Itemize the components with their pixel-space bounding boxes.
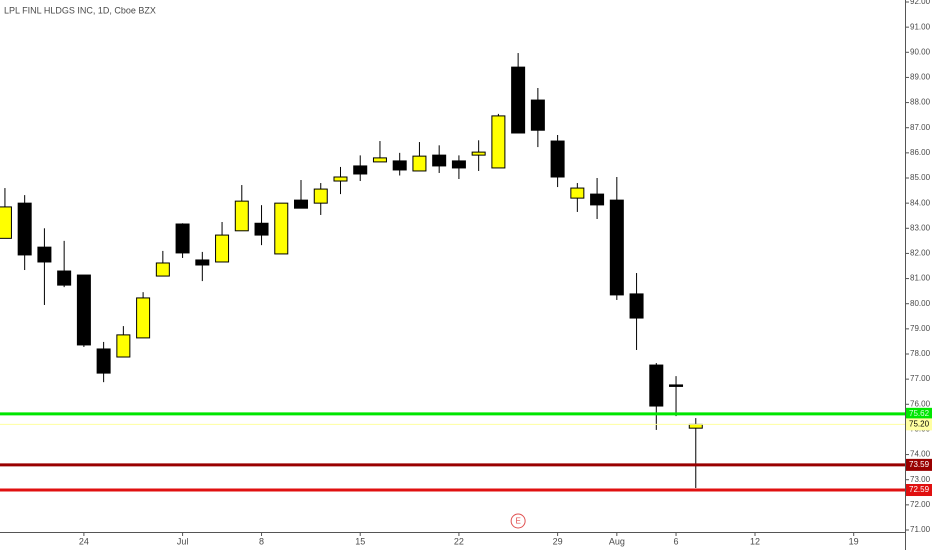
candle-body — [116, 334, 131, 358]
x-tick-label: 6 — [674, 536, 679, 546]
x-tick-label: 8 — [259, 536, 264, 546]
y-tick-label: 92.00 — [910, 0, 931, 6]
y-tick-label: 90.00 — [910, 47, 931, 56]
candle-body — [451, 160, 466, 169]
x-tick-label: 29 — [553, 536, 563, 546]
y-tick-label: 88.00 — [910, 98, 931, 107]
candle-body — [175, 223, 190, 254]
y-tick-label: 79.00 — [910, 324, 931, 333]
candle-body — [76, 274, 91, 346]
y-tick-label: 74.00 — [910, 450, 931, 459]
candle-body — [313, 188, 328, 204]
candle-body — [392, 160, 407, 171]
candle-body — [57, 270, 72, 286]
candle-body — [333, 176, 348, 182]
y-tick-label: 86.00 — [910, 148, 931, 157]
y-tick-label: 80.00 — [910, 299, 931, 308]
x-tick-label: Jul — [177, 536, 189, 546]
y-tick-label: 76.00 — [910, 399, 931, 408]
y-tick-label: 84.00 — [910, 198, 931, 207]
candle-body — [37, 246, 52, 263]
candle-body — [215, 234, 230, 263]
level-label-box — [906, 418, 932, 431]
candle-body — [195, 259, 210, 266]
candle-body — [274, 202, 289, 255]
candle-body — [432, 154, 447, 167]
y-tick-label: 72.00 — [910, 500, 931, 509]
candle-body — [491, 115, 506, 169]
x-tick-label: 24 — [79, 536, 89, 546]
candle-body — [649, 364, 664, 407]
chart-title: LPL FINL HLDGS INC, 1D, Cboe BZX — [4, 5, 156, 15]
level-label: 75.62 — [909, 409, 930, 418]
candle-body — [136, 297, 151, 339]
y-tick-label: 89.00 — [910, 73, 931, 82]
candle-body — [511, 66, 526, 134]
candle-body — [530, 99, 545, 131]
candle-body — [629, 293, 644, 319]
x-tick-label: 15 — [355, 536, 365, 546]
event-marker — [510, 513, 526, 529]
x-tick-label: Aug — [609, 536, 625, 546]
candle-body — [353, 165, 368, 175]
y-tick-label: 82.00 — [910, 249, 931, 258]
y-tick-label: 91.00 — [910, 22, 931, 31]
candle-body — [688, 423, 703, 429]
candle-body — [0, 206, 12, 239]
y-tick-label: 83.00 — [910, 223, 931, 232]
candle-body — [609, 199, 624, 296]
candle-body — [570, 187, 585, 199]
candle-body — [590, 193, 605, 206]
candle-body — [17, 202, 32, 256]
candle-body — [96, 348, 111, 374]
x-tick-label: 12 — [750, 536, 760, 546]
candle-body — [669, 384, 684, 387]
y-tick-label: 78.00 — [910, 349, 931, 358]
level-label-box — [906, 484, 932, 497]
y-tick-label: 77.00 — [910, 374, 931, 383]
y-tick-label: 71.00 — [910, 525, 931, 534]
level-label: 73.59 — [909, 460, 930, 469]
candle-body — [254, 222, 269, 236]
candle-body — [155, 262, 170, 277]
level-label-box — [906, 458, 932, 471]
y-tick-label: 81.00 — [910, 274, 931, 283]
candle-body — [412, 155, 427, 172]
event-label: E — [515, 517, 520, 526]
level-label-box — [906, 407, 932, 420]
y-tick-label: 87.00 — [910, 123, 931, 132]
y-tick-label: 85.00 — [910, 173, 931, 182]
x-tick-label: 22 — [454, 536, 464, 546]
x-tick-label: 19 — [849, 536, 859, 546]
level-label: 75.20 — [909, 420, 930, 429]
candle-body — [550, 140, 565, 178]
candle-body — [471, 151, 486, 156]
candle-body — [294, 199, 309, 209]
y-tick-label: 73.00 — [910, 475, 931, 484]
level-label: 72.59 — [909, 485, 930, 494]
candle-body — [234, 200, 249, 232]
candle-body — [372, 157, 387, 163]
